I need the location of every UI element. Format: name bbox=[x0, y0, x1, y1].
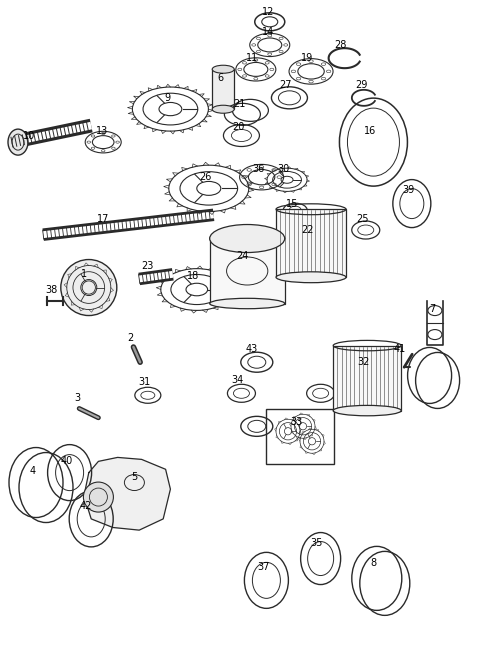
Ellipse shape bbox=[276, 272, 346, 283]
Text: 29: 29 bbox=[355, 79, 367, 90]
Text: 22: 22 bbox=[301, 225, 313, 235]
Text: 35: 35 bbox=[311, 538, 323, 549]
Text: 31: 31 bbox=[138, 377, 150, 387]
Bar bbox=[266, 408, 334, 464]
Text: 13: 13 bbox=[96, 126, 108, 136]
Text: 41: 41 bbox=[393, 344, 406, 354]
Ellipse shape bbox=[210, 225, 285, 253]
Text: 28: 28 bbox=[335, 40, 347, 50]
Text: 8: 8 bbox=[371, 558, 376, 568]
Text: 6: 6 bbox=[218, 73, 224, 83]
Ellipse shape bbox=[333, 405, 401, 416]
Text: 38: 38 bbox=[46, 284, 58, 295]
Text: 40: 40 bbox=[60, 456, 72, 467]
Text: 34: 34 bbox=[231, 375, 244, 385]
Ellipse shape bbox=[61, 260, 117, 315]
Text: 20: 20 bbox=[232, 122, 244, 132]
Text: 15: 15 bbox=[286, 198, 298, 209]
Text: 5: 5 bbox=[131, 472, 138, 483]
Text: 7: 7 bbox=[429, 304, 435, 315]
Text: 36: 36 bbox=[252, 163, 264, 174]
Text: 17: 17 bbox=[97, 214, 109, 225]
Text: 23: 23 bbox=[142, 260, 154, 271]
Text: 33: 33 bbox=[290, 416, 303, 427]
Polygon shape bbox=[84, 457, 170, 530]
Text: 3: 3 bbox=[75, 393, 81, 403]
Text: 2: 2 bbox=[127, 333, 134, 344]
Ellipse shape bbox=[212, 105, 234, 113]
Text: 26: 26 bbox=[199, 172, 212, 182]
Ellipse shape bbox=[8, 129, 28, 155]
Ellipse shape bbox=[84, 482, 113, 512]
Text: 14: 14 bbox=[262, 26, 274, 37]
Text: 27: 27 bbox=[279, 79, 292, 90]
Text: 9: 9 bbox=[164, 93, 170, 103]
Text: 4: 4 bbox=[30, 465, 36, 476]
Text: 37: 37 bbox=[257, 562, 269, 572]
Text: 30: 30 bbox=[277, 163, 289, 174]
Text: 12: 12 bbox=[262, 7, 274, 17]
Text: 21: 21 bbox=[233, 99, 245, 110]
Text: 18: 18 bbox=[187, 271, 199, 282]
Bar bbox=[210, 239, 285, 303]
Text: 16: 16 bbox=[363, 126, 376, 136]
Text: 11: 11 bbox=[246, 53, 258, 63]
Text: 24: 24 bbox=[236, 251, 249, 262]
Text: 10: 10 bbox=[23, 130, 35, 141]
Ellipse shape bbox=[212, 65, 234, 73]
Bar bbox=[276, 210, 346, 277]
Bar bbox=[212, 69, 234, 109]
Ellipse shape bbox=[210, 298, 285, 309]
Text: 43: 43 bbox=[246, 344, 258, 354]
Text: 32: 32 bbox=[358, 357, 370, 368]
Text: 19: 19 bbox=[301, 53, 313, 63]
Bar bbox=[333, 346, 401, 410]
Text: 1: 1 bbox=[81, 269, 87, 280]
Text: 25: 25 bbox=[356, 214, 369, 225]
Text: 39: 39 bbox=[402, 185, 414, 196]
Text: 42: 42 bbox=[79, 500, 92, 511]
